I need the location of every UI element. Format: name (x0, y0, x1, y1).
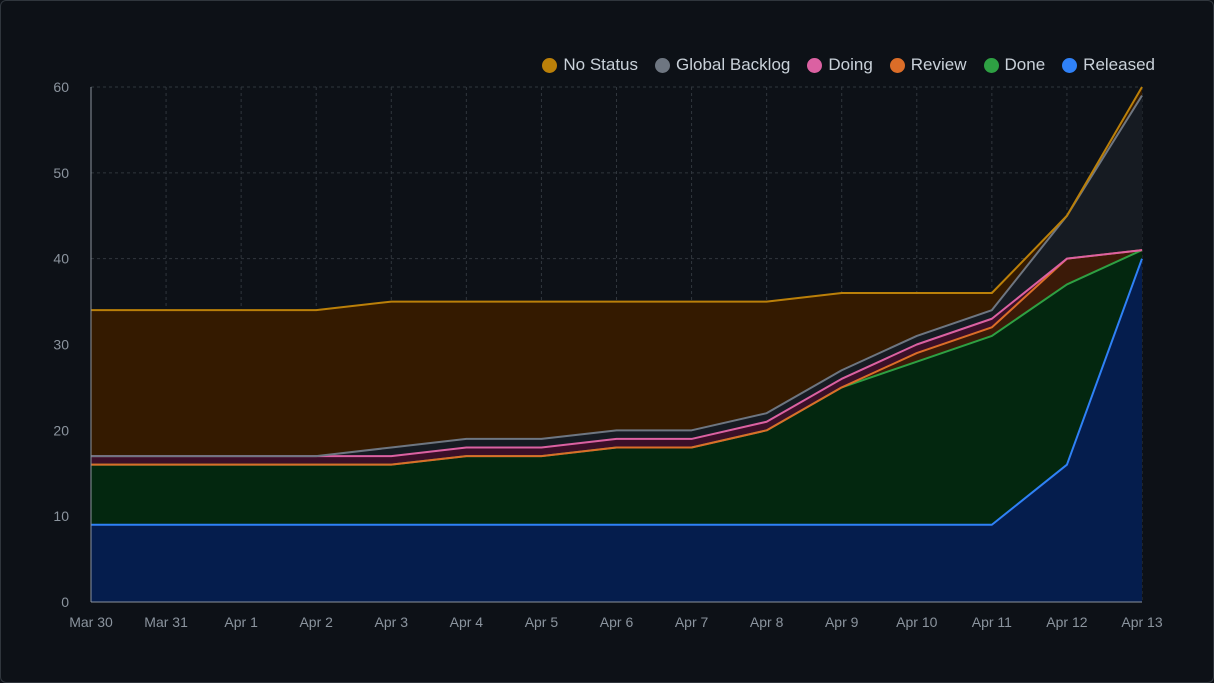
released-line (91, 258, 1143, 526)
x-tick-label: Mar 31 (144, 614, 188, 630)
x-tick-label: Apr 8 (750, 614, 784, 630)
legend-swatch (807, 57, 823, 73)
legend-label: Review (910, 55, 967, 74)
legend-item-done[interactable]: Done (983, 55, 1046, 75)
y-tick-label: 50 (53, 165, 69, 181)
x-tick-label: Apr 3 (375, 614, 409, 630)
x-tick-label: Apr 2 (299, 614, 333, 630)
no-status-area (91, 87, 1142, 457)
legend-swatch (655, 57, 671, 73)
legend-item-released[interactable]: Released (1062, 55, 1155, 75)
x-tick-label: Apr 12 (1046, 614, 1087, 630)
x-tick-label: Apr 6 (600, 614, 634, 630)
legend-label: Doing (828, 55, 873, 74)
released-area (91, 258, 1142, 602)
y-tick-label: 0 (61, 594, 69, 610)
x-tick-label: Apr 13 (1121, 614, 1162, 630)
legend-swatch (889, 57, 905, 73)
review-line (91, 249, 1143, 466)
legend-swatch (542, 57, 558, 73)
x-tick-label: Apr 9 (825, 614, 859, 630)
legend-item-review[interactable]: Review (889, 55, 967, 75)
x-tick-label: Mar 30 (69, 614, 113, 630)
legend-item-global-backlog[interactable]: Global Backlog (655, 55, 790, 75)
done-area (91, 250, 1142, 525)
y-tick-label: 20 (53, 422, 69, 438)
x-tick-label: Apr 4 (450, 614, 484, 630)
legend-label: Released (1083, 55, 1155, 74)
legend-item-doing[interactable]: Doing (807, 55, 873, 75)
legend-label: Done (1004, 55, 1046, 74)
legend-item-no-status[interactable]: No Status (542, 55, 638, 75)
no-status-line (91, 86, 1143, 312)
y-tick-label: 60 (53, 79, 69, 95)
legend-label: No Status (563, 55, 639, 74)
x-tick-label: Apr 11 (972, 614, 1012, 630)
legend-label: Global Backlog (676, 55, 791, 74)
legend-swatch (1062, 57, 1078, 73)
y-tick-label: 40 (53, 251, 69, 267)
x-tick-label: Apr 5 (525, 614, 559, 630)
x-tick-label: Apr 7 (675, 614, 709, 630)
x-tick-label: Apr 1 (224, 614, 258, 630)
y-tick-label: 30 (53, 337, 69, 353)
chart-legend: No Status Global Backlog Doing Review Done Re… (525, 55, 1155, 75)
x-tick-label: Apr 10 (896, 614, 937, 630)
y-tick-label: 10 (53, 508, 69, 524)
global-backlog-line (91, 95, 1143, 458)
legend-swatch (983, 57, 999, 73)
